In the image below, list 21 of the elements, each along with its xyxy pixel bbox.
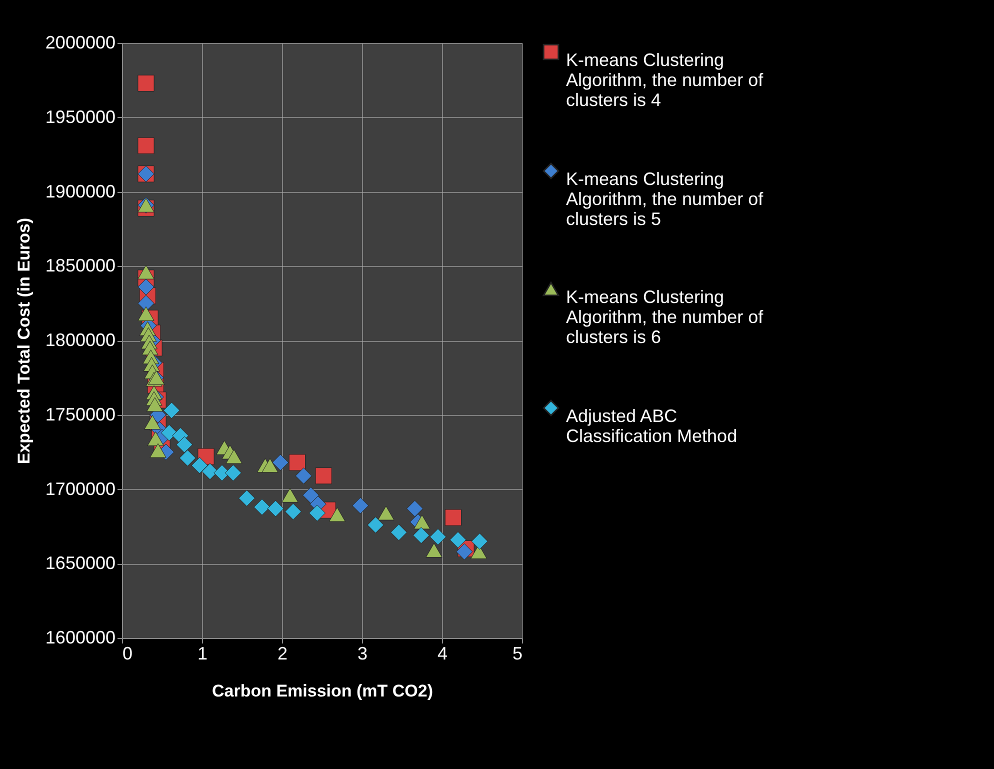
y-tick-label: 1650000 — [45, 553, 116, 574]
y-tick-label: 1750000 — [45, 404, 116, 424]
x-tick-label: 1 — [197, 644, 208, 664]
y-axis-title: Expected Total Cost (in Euros) — [14, 218, 34, 464]
x-tick-label: 0 — [122, 644, 133, 664]
x-axis-title: Carbon Emission (mT CO2) — [212, 682, 434, 700]
y-tick-label: 1850000 — [45, 256, 116, 276]
x-tick-label: 2 — [277, 644, 288, 664]
y-tick-label: 1700000 — [45, 478, 116, 499]
x-tick-label: 5 — [512, 644, 522, 664]
legend-label: Adjusted ABC Classification Method — [566, 406, 738, 446]
y-tick-label: 1900000 — [45, 181, 116, 202]
y-tick-label: 1800000 — [45, 330, 116, 350]
x-tick-label: 3 — [357, 644, 368, 664]
y-tick-label: 1600000 — [45, 628, 116, 648]
legend-label: K-means Clustering Algorithm, the number of clusters is 5 — [566, 169, 764, 229]
x-tick-label: 4 — [437, 644, 448, 664]
legend-label: K-means Clustering Algorithm, the number of clusters is 6 — [566, 287, 764, 347]
legend-label: K-means Clustering Algorithm, the number of clusters is 4 — [566, 50, 764, 110]
y-tick-label: 2000000 — [45, 32, 116, 52]
y-tick-label: 1950000 — [45, 106, 116, 127]
